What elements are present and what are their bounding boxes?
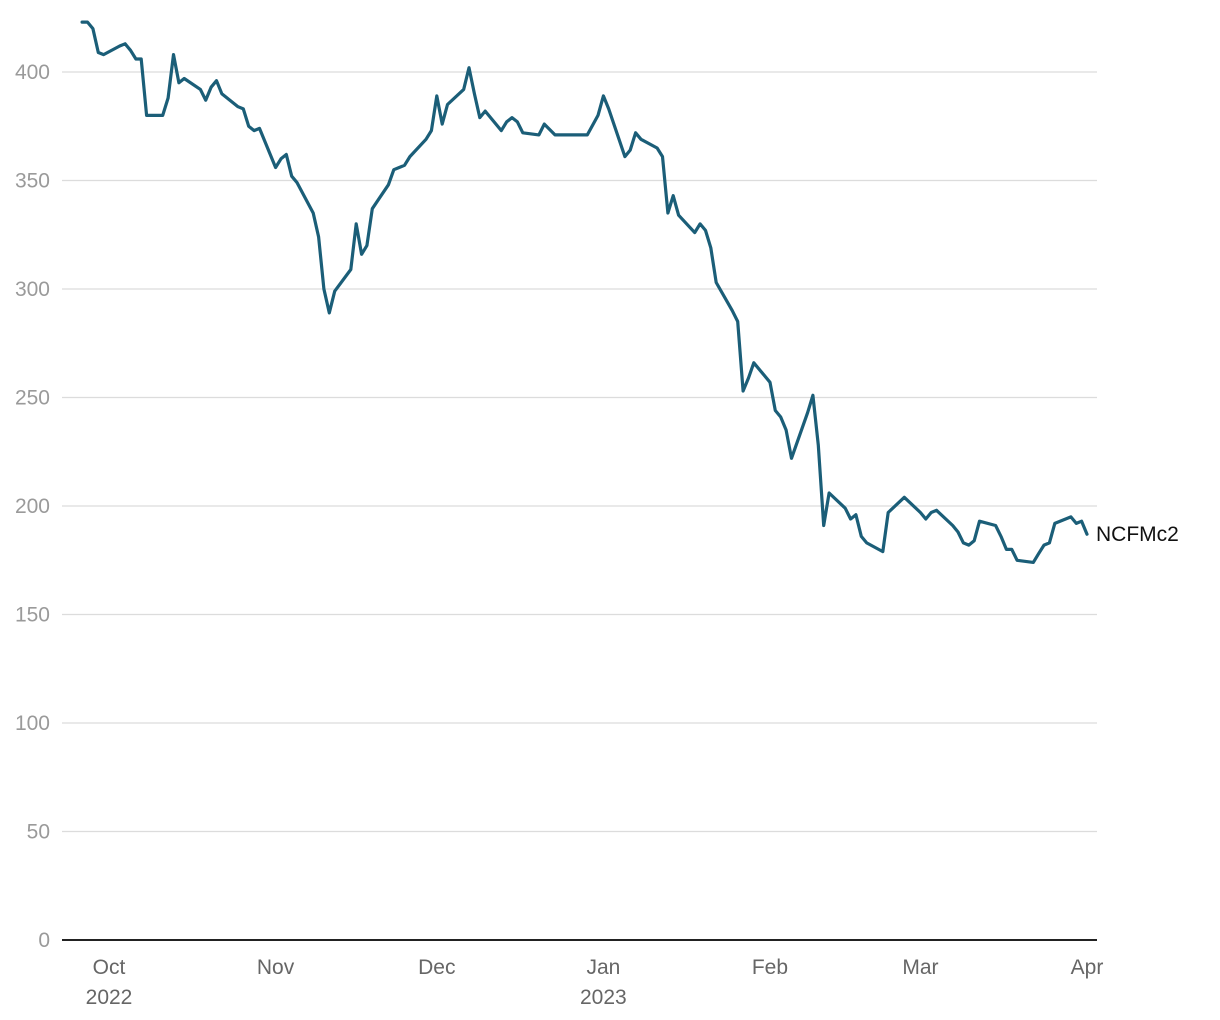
- y-tick-label: 100: [15, 712, 50, 735]
- x-tick-label: Feb: [752, 956, 788, 979]
- y-tick-label: 50: [27, 821, 50, 844]
- x-tick-label: Oct: [93, 956, 126, 979]
- x-tick-label: Mar: [902, 956, 938, 979]
- y-tick-label: 150: [15, 604, 50, 627]
- x-tick-label: Jan: [586, 956, 620, 979]
- x-tick-label: Nov: [257, 956, 295, 979]
- series-end-label: NCFMc2: [1096, 523, 1179, 546]
- x-tick-year-label: 2023: [580, 986, 627, 1009]
- series-line: [80, 20, 1089, 564]
- series-group: NCFMc2: [80, 20, 1179, 564]
- y-tick-label: 200: [15, 495, 50, 518]
- grid-lines: [62, 71, 1097, 833]
- x-axis-ticks: Oct 2022 Nov Dec Jan 2023 Feb Mar Apr: [86, 956, 1104, 1009]
- y-tick-label: 0: [38, 929, 50, 952]
- y-tick-label: 350: [15, 170, 50, 193]
- y-tick-label: 300: [15, 278, 50, 301]
- y-axis-ticks: 0 50 100 150 200 250 300 350 400: [15, 61, 50, 952]
- x-tick-label: Dec: [418, 956, 455, 979]
- y-tick-label: 400: [15, 61, 50, 84]
- x-tick-label: Apr: [1071, 956, 1104, 979]
- y-tick-label: 250: [15, 387, 50, 410]
- x-tick-year-label: 2022: [86, 986, 133, 1009]
